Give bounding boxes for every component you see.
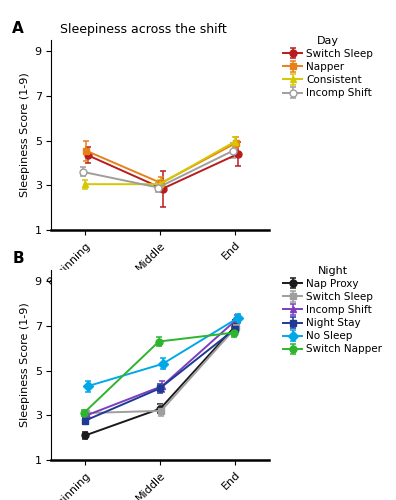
Text: A: A (12, 21, 24, 36)
Title: Sleepiness across the shift: Sleepiness across the shift (59, 23, 227, 36)
Legend: Switch Sleep, Napper, Consistent, Incomp Shift: Switch Sleep, Napper, Consistent, Incomp… (283, 36, 373, 98)
Y-axis label: Sleepiness Score (1-9): Sleepiness Score (1-9) (21, 72, 30, 198)
Y-axis label: Sleepiness Score (1-9): Sleepiness Score (1-9) (21, 302, 30, 428)
Text: B: B (12, 251, 24, 266)
Legend: Nap Proxy, Switch Sleep, Incomp Shift, Night Stay, No Sleep, Switch Napper: Nap Proxy, Switch Sleep, Incomp Shift, N… (283, 266, 382, 354)
